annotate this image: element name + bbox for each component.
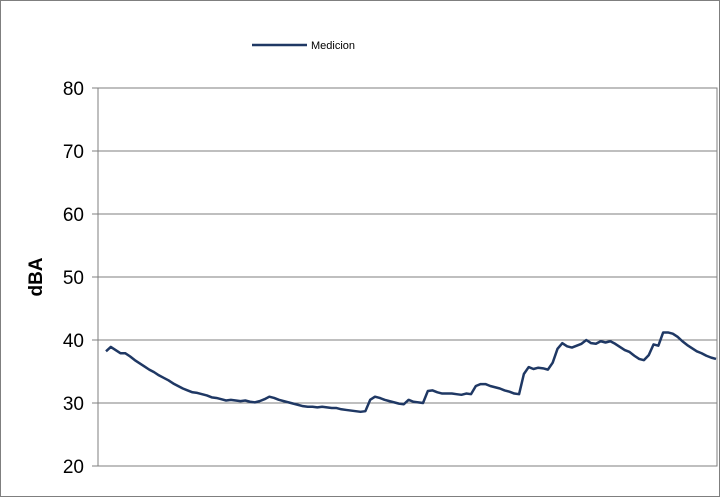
y-axis-tick-labels: 20 30 40 50 60 70 80	[63, 79, 84, 478]
y-tick-label-80: 80	[63, 79, 84, 100]
series-layer	[105, 331, 717, 414]
y-tick-label-30: 30	[63, 394, 84, 415]
y-tick-label-40: 40	[63, 331, 84, 352]
y-tick-label-60: 60	[63, 205, 84, 226]
legend: Medicion	[252, 40, 355, 52]
legend-label-medicion: Medicion	[311, 40, 355, 52]
gridlines	[98, 150, 717, 404]
y-axis-title: dBA	[26, 257, 47, 296]
series-line-medicion	[105, 331, 717, 414]
y-tick-label-20: 20	[63, 457, 84, 478]
y-tick-label-50: 50	[63, 268, 84, 289]
y-tick-label-70: 70	[63, 142, 84, 163]
y-axis-ticks	[92, 87, 98, 467]
